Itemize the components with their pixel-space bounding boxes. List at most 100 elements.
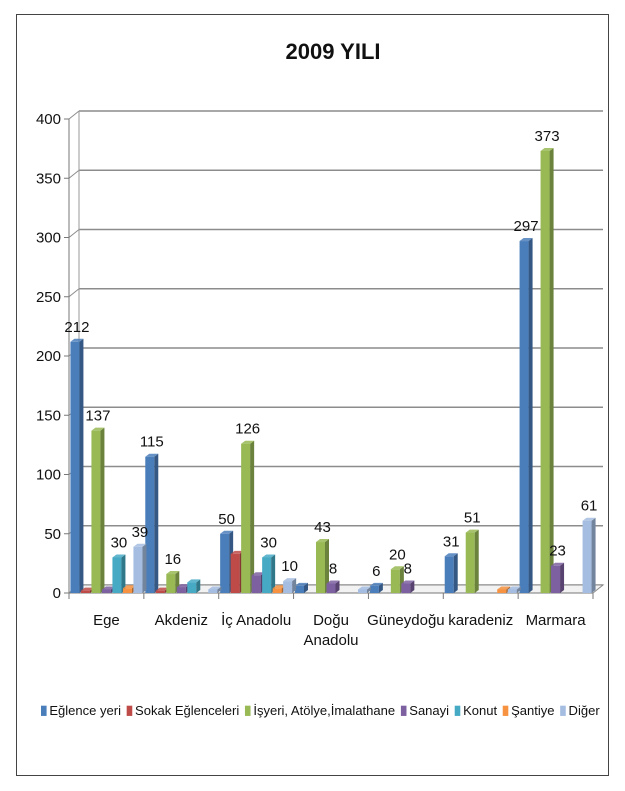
bar-side — [271, 554, 276, 593]
bar-side — [250, 440, 255, 593]
bar-front — [241, 443, 251, 593]
bar-top — [283, 578, 297, 582]
legend-label: Şantiye — [511, 703, 554, 718]
bar — [145, 453, 159, 593]
bar-top — [316, 539, 329, 543]
bar-front — [507, 589, 517, 593]
bar — [540, 147, 554, 593]
bar-front — [145, 456, 155, 593]
bar-top — [262, 554, 276, 558]
bar-top — [582, 517, 596, 521]
bar-top — [80, 587, 94, 591]
bar — [326, 580, 340, 593]
bar-front — [283, 581, 293, 593]
bar-top — [390, 566, 404, 570]
legend-item: Şantiye — [502, 703, 555, 718]
bar-top — [101, 586, 115, 590]
bar-top — [176, 584, 190, 588]
bar-side — [154, 453, 159, 593]
bar — [551, 562, 565, 593]
bar — [133, 543, 147, 593]
bar-top — [369, 582, 383, 586]
y-tick-label: 300 — [36, 230, 61, 247]
bar-side — [121, 554, 126, 593]
legend-swatch — [560, 705, 566, 716]
data-label: 297 — [514, 218, 539, 235]
bar-top — [295, 582, 308, 586]
bar — [507, 586, 521, 593]
data-label: 6 — [372, 563, 380, 580]
bar-top — [507, 586, 521, 590]
chart-title: 2009 YILI — [286, 39, 381, 64]
gridline-depth — [68, 229, 80, 238]
bar-top — [208, 586, 222, 590]
bar-front — [101, 589, 111, 593]
bar — [208, 586, 222, 593]
bar — [465, 529, 479, 593]
gridline-depth — [68, 110, 80, 120]
bar-front — [262, 557, 272, 593]
legend-swatch — [244, 705, 251, 716]
bar — [519, 238, 533, 593]
data-label: 20 — [389, 546, 406, 563]
data-label: 137 — [85, 408, 110, 425]
bar — [401, 580, 415, 593]
bar-top — [326, 580, 340, 584]
bar-front — [122, 588, 132, 593]
y-tick-label: 150 — [36, 407, 61, 424]
bar-front — [390, 569, 400, 593]
bar-top — [230, 550, 244, 554]
gridlines — [68, 110, 603, 594]
bar — [295, 582, 308, 593]
category-label: İç Anadolu — [221, 611, 291, 629]
bar-top — [187, 579, 201, 583]
bar-top — [70, 338, 84, 342]
legend-swatch — [454, 705, 461, 716]
y-tick-label: 0 — [53, 585, 61, 602]
bar-top — [497, 586, 511, 590]
legend-swatch — [41, 705, 47, 716]
bars — [70, 147, 596, 593]
y-tick-label: 100 — [36, 467, 61, 484]
bar-front — [220, 533, 230, 593]
bar-top — [155, 587, 169, 591]
bar-top — [122, 585, 136, 589]
bar — [316, 539, 329, 593]
data-label: 43 — [314, 519, 331, 536]
bar-top — [220, 530, 234, 534]
bar-top — [133, 543, 147, 547]
gridline-depth — [68, 169, 80, 179]
legend-label: Diğer — [569, 703, 601, 718]
data-label: 50 — [218, 511, 235, 528]
legend-item: Eğlence yeri — [41, 703, 121, 718]
bar-top — [444, 553, 458, 557]
bar — [582, 517, 596, 593]
data-label: 39 — [132, 524, 149, 541]
chart-svg: 2009 YILI 0 50 100 150 200 250 300 350 400 212 13… — [36, 39, 605, 718]
bar-front — [155, 590, 165, 593]
bar — [262, 554, 276, 593]
y-tick-label: 250 — [36, 289, 61, 306]
legend-label: İşyeri, Atölye,İmalathane — [253, 703, 395, 718]
bar-front — [112, 557, 122, 593]
data-label: 30 — [111, 534, 128, 551]
legend-item: Diğer — [560, 703, 600, 718]
bar — [241, 440, 255, 593]
legend-label: Eğlence yeri — [49, 703, 121, 718]
bar-front — [133, 546, 143, 593]
bar-front — [519, 241, 529, 593]
y-tick-label: 350 — [36, 170, 61, 187]
gridline-depth — [68, 288, 80, 298]
data-label: 8 — [329, 561, 337, 578]
bar-side — [453, 553, 458, 593]
bar-front — [358, 589, 367, 593]
bar-top — [358, 586, 371, 590]
bar-front — [166, 574, 176, 593]
bar-top — [145, 453, 159, 457]
data-label: 373 — [535, 128, 560, 145]
bar-side — [142, 543, 147, 593]
bar-top — [112, 554, 126, 558]
bar-side — [100, 427, 105, 593]
bar-front — [369, 585, 379, 593]
